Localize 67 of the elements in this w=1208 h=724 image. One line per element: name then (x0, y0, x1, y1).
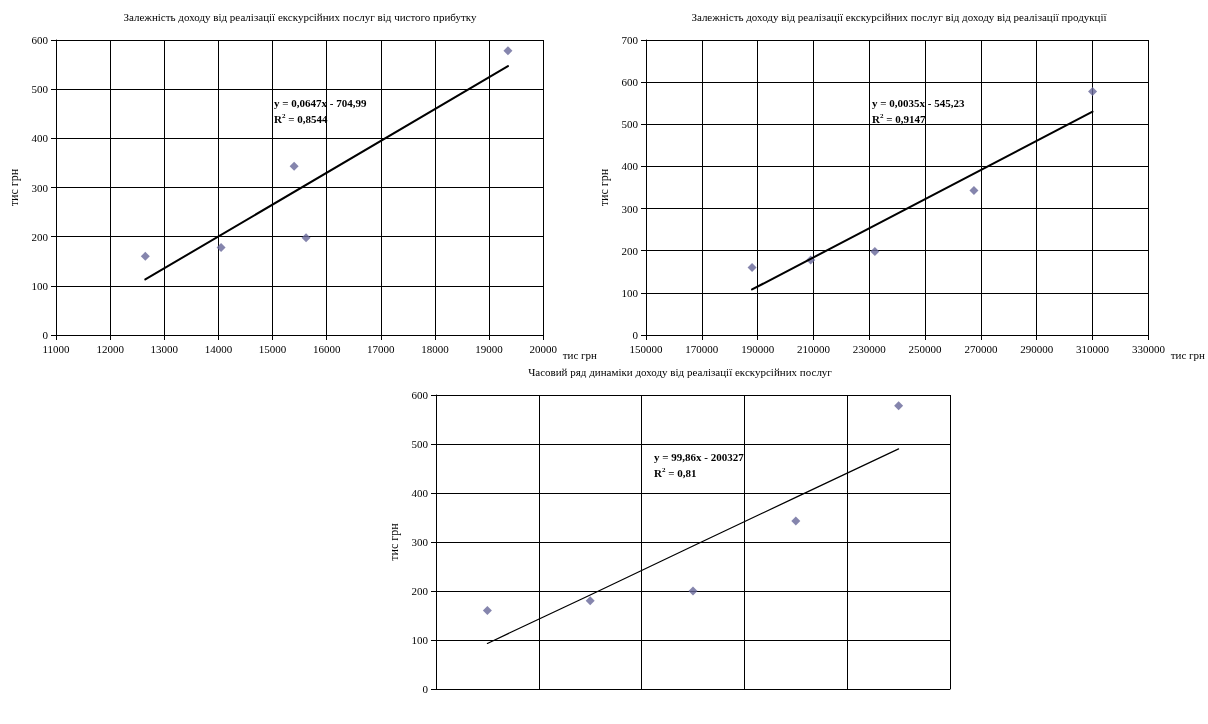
x-tick-label: 20000 (529, 342, 558, 355)
y-tick-label: 200 (411, 585, 429, 597)
point (216, 242, 226, 252)
point (747, 263, 757, 273)
x-tick-label: 210000 (796, 342, 831, 355)
y-axis-title: тис грн (387, 522, 401, 561)
point (140, 251, 150, 261)
y-axis-title: тис грн (597, 168, 611, 207)
y-tick-label: 500 (621, 118, 639, 131)
x-tick-label: 15000 (258, 342, 287, 355)
y-tick-label: 100 (411, 634, 429, 646)
y-tick-label: 100 (31, 279, 49, 292)
chart-title: Залежність доходу від реалізації екскурсійних послуг від чистого прибутку (123, 10, 478, 23)
y-tick-label: 700 (621, 34, 639, 46)
y-tick-label: 0 (632, 329, 639, 341)
x-tick-label: 170000 (685, 342, 719, 355)
point (870, 247, 880, 257)
chart-title: Часовий ряд динаміки доходу від реалізації екскурсійних послуг (528, 365, 833, 378)
y-tick-label: 200 (621, 244, 639, 257)
x-tick-label: 150000 (629, 342, 663, 355)
chart-title: Залежність доходу від реалізації екскурсійних послуг від доходу від реалізації продукції (691, 10, 1108, 23)
point (1088, 86, 1098, 96)
y-tick-label: 100 (621, 286, 639, 299)
x-tick-label: 19000 (475, 342, 504, 355)
y-tick-label: 400 (31, 132, 49, 145)
point (482, 606, 492, 616)
y-tick-label: 300 (411, 536, 429, 548)
x-tick-label: 330000 (1131, 342, 1166, 355)
x-tick-label: 310000 (1076, 342, 1110, 355)
y-tick-label: 300 (31, 181, 49, 194)
x-axis-title: тис грн (1170, 348, 1206, 361)
annotation: y = 0,0647x - 704,99 (274, 96, 367, 109)
x-tick-label: 16000 (312, 342, 341, 355)
y-tick-label: 200 (31, 230, 49, 243)
y-axis-title: тис грн (7, 168, 21, 207)
y-tick-label: 0 (422, 683, 429, 695)
x-tick-label: 230000 (852, 342, 887, 355)
y-tick-label: 600 (621, 76, 639, 89)
y-tick-label: 400 (621, 160, 639, 173)
y-tick-label: 500 (31, 83, 49, 96)
y-tick-label: 300 (621, 202, 639, 215)
annotation: y = 0,0035x - 545,23 (872, 96, 966, 109)
x-tick-label: 17000 (367, 342, 395, 355)
x-axis-title: тис грн (562, 348, 598, 361)
x-tick-label: 270000 (964, 342, 998, 355)
y-tick-label: 0 (42, 329, 49, 341)
x-tick-label: 18000 (421, 342, 450, 355)
point (688, 586, 698, 596)
annotation: y = 99,86x - 200327 (654, 451, 745, 464)
point (503, 46, 513, 56)
x-tick-label: 14000 (204, 342, 233, 355)
y-tick-label: 500 (411, 438, 429, 450)
x-tick-label: 250000 (908, 342, 943, 355)
point (585, 596, 595, 606)
x-tick-label: 290000 (1020, 342, 1054, 355)
x-tick-label: 12000 (96, 342, 125, 355)
point (969, 185, 979, 195)
point (289, 161, 299, 171)
x-tick-label: 11000 (42, 342, 71, 355)
x-tick-label: 13000 (150, 342, 179, 355)
point (301, 233, 311, 243)
y-tick-label: 400 (411, 487, 429, 499)
point (791, 516, 801, 526)
y-tick-label: 600 (31, 34, 49, 46)
point (894, 401, 904, 411)
x-tick-label: 190000 (741, 342, 775, 355)
y-tick-label: 600 (411, 389, 429, 401)
